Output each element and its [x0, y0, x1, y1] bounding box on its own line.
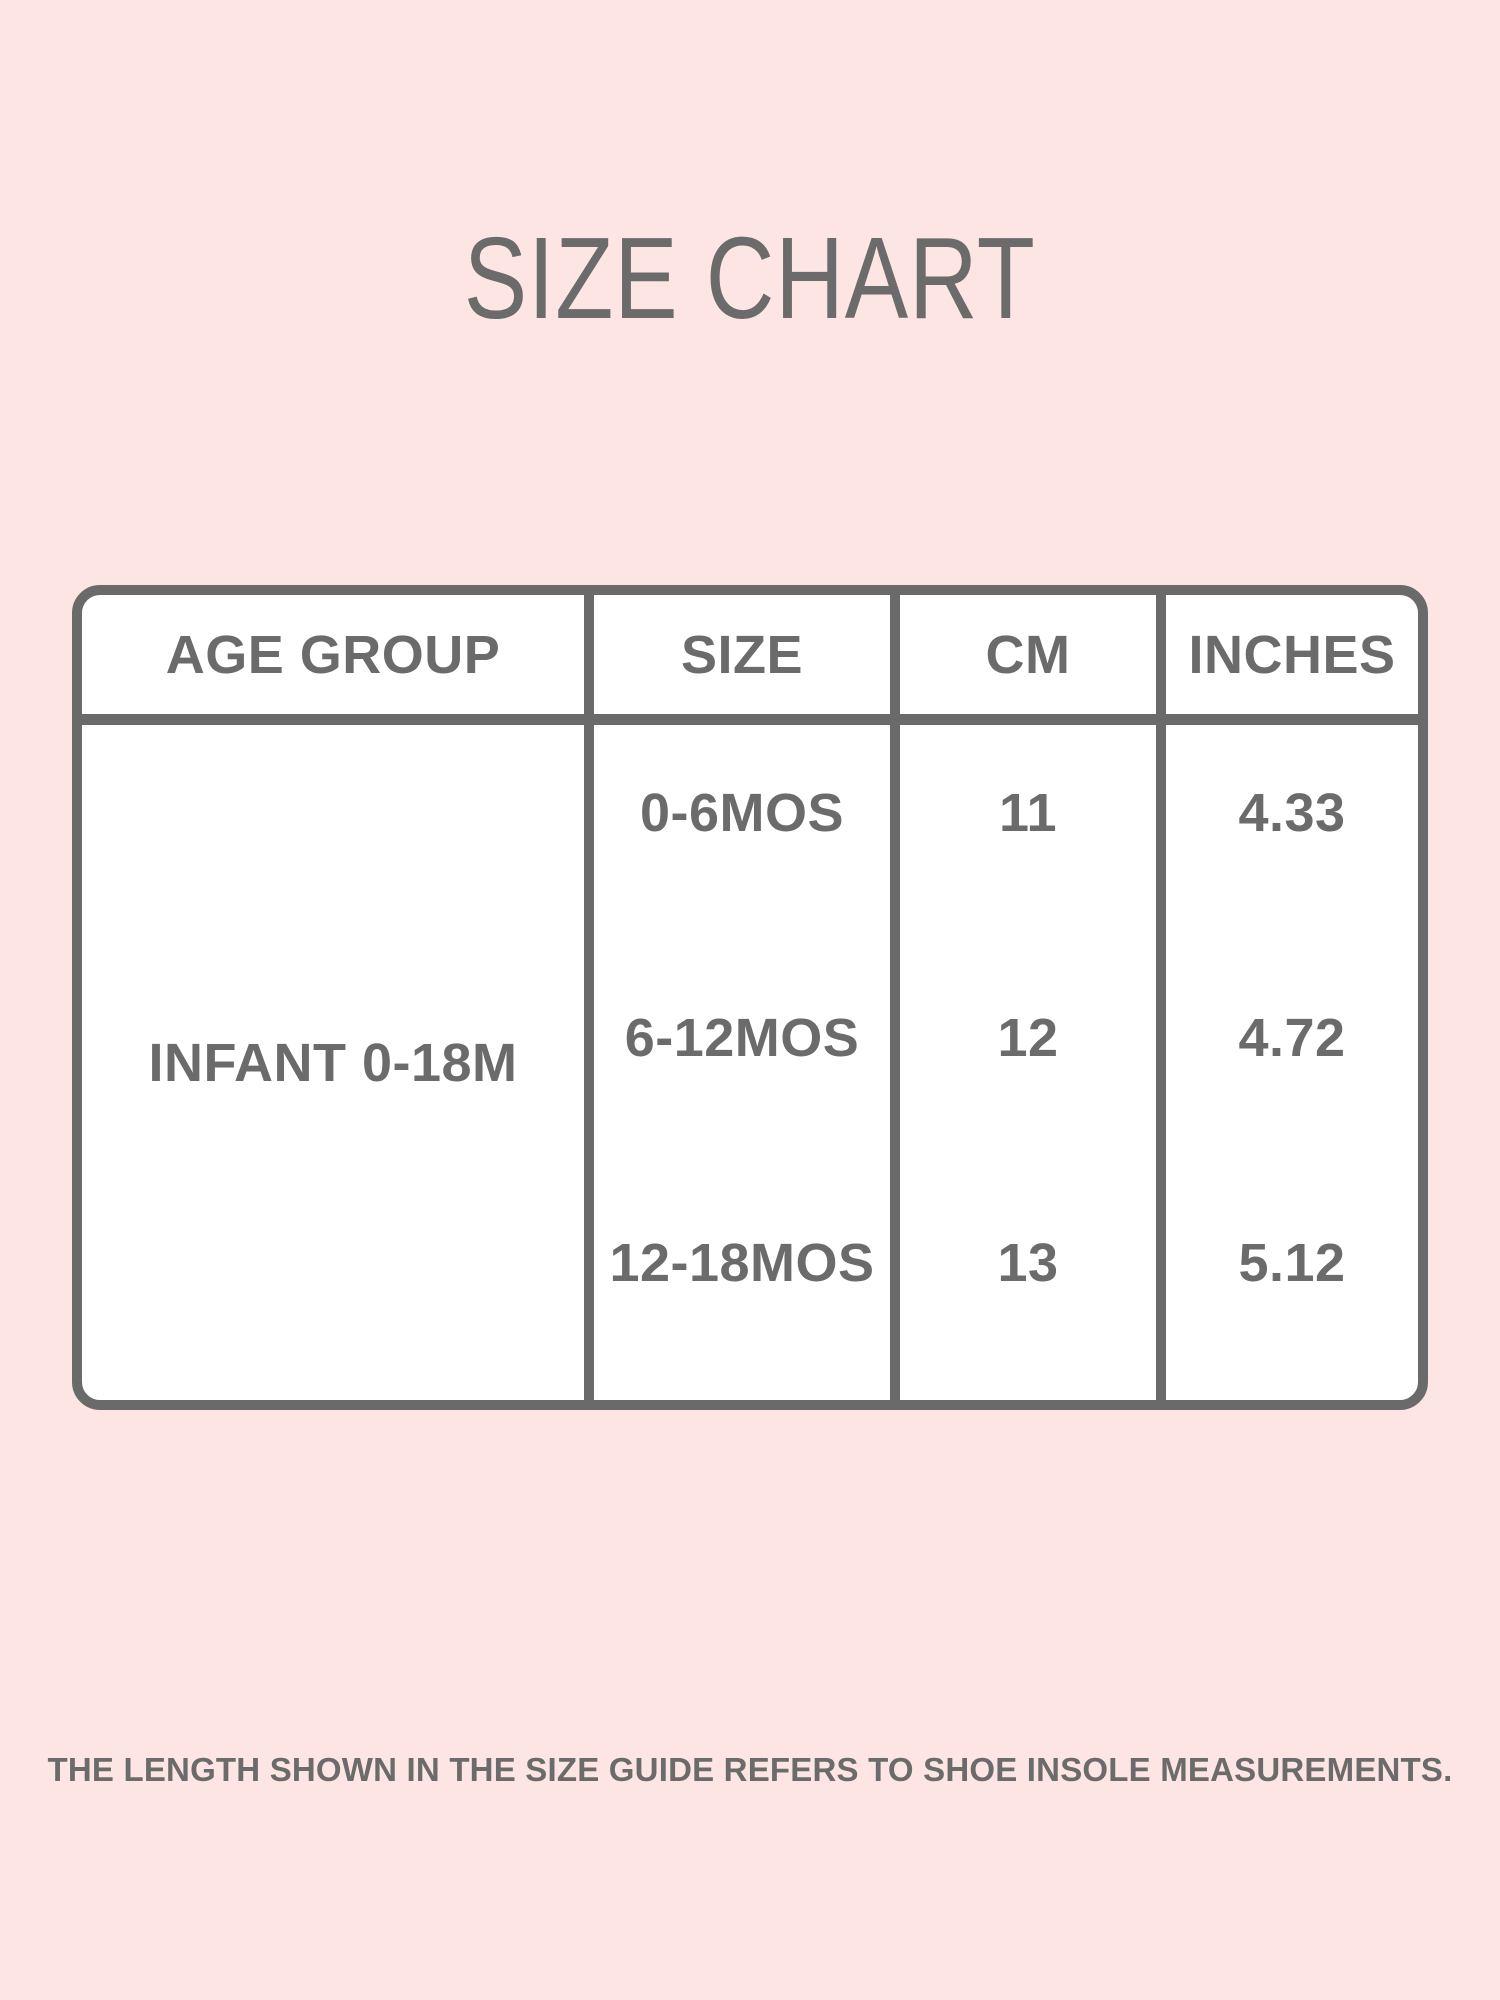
size-value: 6-12MOS [624, 1007, 860, 1068]
inches-value: 5.12 [1238, 1232, 1346, 1293]
footer-note: THE LENGTH SHOWN IN THE SIZE GUIDE REFER… [47, 1751, 1453, 1788]
cm-value: 13 [997, 1232, 1059, 1293]
header-cell-inches: INCHES [1166, 595, 1418, 725]
page-title-text: SIZE CHART [464, 213, 1036, 343]
header-cell-cm: CM [900, 595, 1166, 725]
size-table: AGE GROUP SIZE CM INCHES INFANT 0-18M 0-… [72, 585, 1428, 1410]
age-group-cell: INFANT 0-18M [82, 725, 594, 1400]
inches-column: 4.33 4.72 5.12 [1166, 725, 1418, 1400]
cm-column: 11 12 13 [900, 725, 1166, 1400]
cm-value: 12 [997, 1007, 1059, 1068]
size-value: 12-18MOS [609, 1232, 875, 1293]
page-title: SIZE CHART [0, 220, 1500, 336]
size-column: 0-6MOS 6-12MOS 12-18MOS [594, 725, 900, 1400]
inches-value: 4.72 [1238, 1007, 1346, 1068]
size-value: 0-6MOS [639, 782, 845, 843]
cm-value: 11 [998, 782, 1058, 843]
header-cell-age-group: AGE GROUP [82, 595, 594, 725]
header-cell-size: SIZE [594, 595, 900, 725]
inches-value: 4.33 [1238, 782, 1346, 843]
